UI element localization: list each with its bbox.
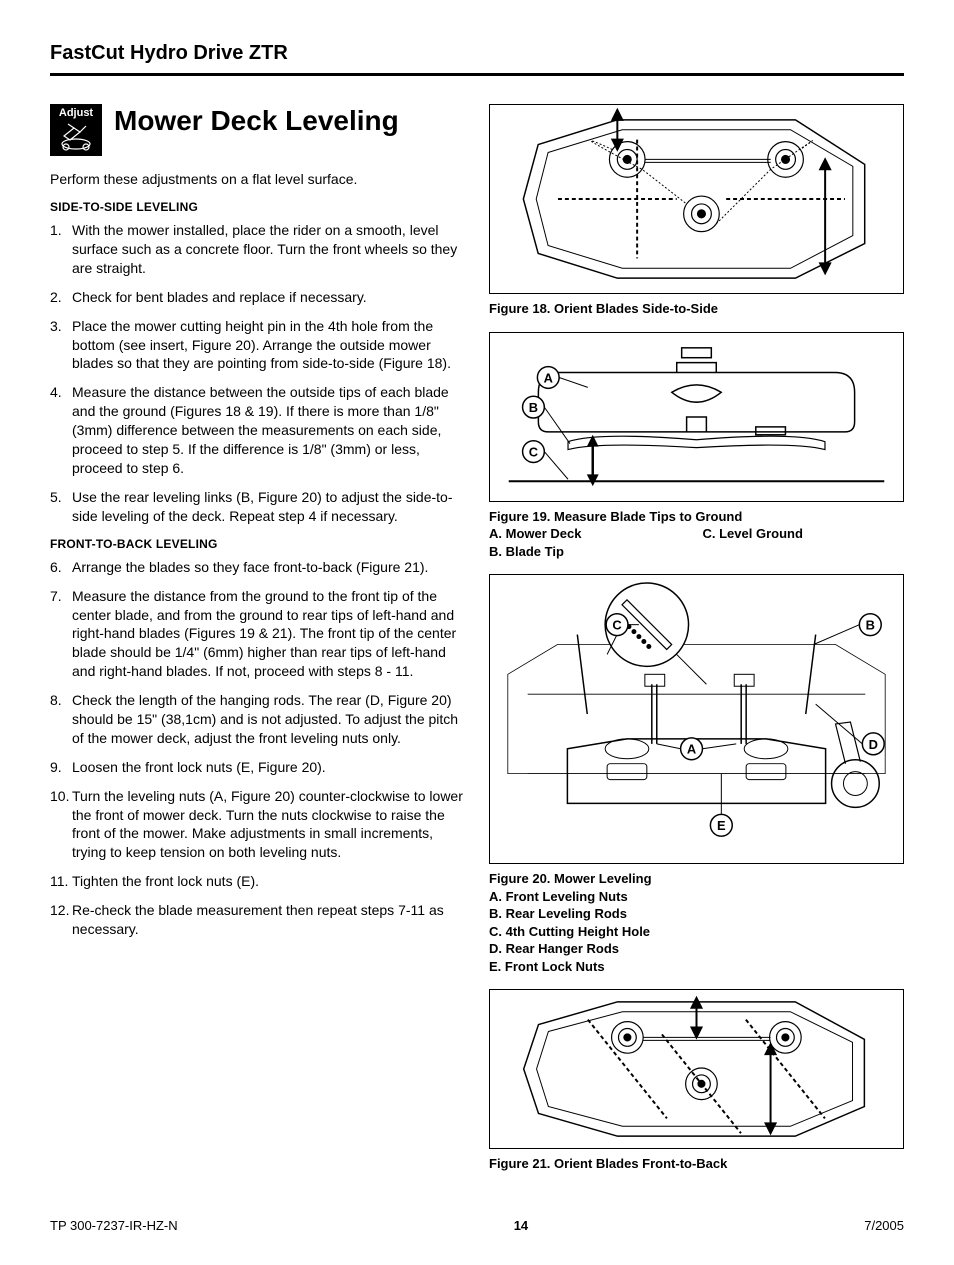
footer-page: 14	[514, 1217, 528, 1235]
callout-b: B	[866, 618, 875, 633]
left-column: Adjust Mower Deck Leveling Perform these…	[50, 104, 465, 1187]
figure-19-title: Figure 19. Measure Blade Tips to Ground	[489, 508, 904, 526]
callout-c: C	[612, 618, 621, 633]
figure-20-caption: Figure 20. Mower Leveling A. Front Level…	[489, 870, 904, 975]
legend-b: B. Blade Tip	[489, 543, 691, 561]
figure-19-diagram: A B C	[490, 333, 903, 501]
step-item: Tighten the front lock nuts (E).	[50, 872, 465, 891]
step-item: Arrange the blades so they face front-to…	[50, 558, 465, 577]
step-item: Measure the distance between the outside…	[50, 383, 465, 477]
step-item: Loosen the front lock nuts (E, Figure 20…	[50, 758, 465, 777]
step-item: Use the rear leveling links (B, Figure 2…	[50, 488, 465, 526]
step-item: Turn the leveling nuts (A, Figure 20) co…	[50, 787, 465, 863]
step-item: Check for bent blades and replace if nec…	[50, 288, 465, 307]
legend-a: A. Mower Deck	[489, 525, 691, 543]
figure-20-diagram: A B C D E	[490, 575, 903, 863]
adjust-badge-label: Adjust	[59, 107, 93, 119]
legend-c: C. Level Ground	[703, 525, 905, 543]
figure-18-diagram	[490, 105, 903, 293]
section-title: Mower Deck Leveling	[114, 104, 399, 137]
figure-20-box: A B C D E	[489, 574, 904, 864]
legend-e: E. Front Lock Nuts	[489, 958, 904, 976]
figure-21-box	[489, 989, 904, 1149]
legend-b: B. Rear Leveling Rods	[489, 905, 904, 923]
callout-e: E	[717, 818, 726, 833]
callout-d: D	[869, 737, 878, 752]
page-header: FastCut Hydro Drive ZTR	[50, 40, 904, 76]
callout-a: A	[687, 742, 696, 757]
step-item: Measure the distance from the ground to …	[50, 587, 465, 681]
right-column: Figure 18. Orient Blades Side-to-Side	[489, 104, 904, 1187]
figure-21-caption: Figure 21. Orient Blades Front-to-Back	[489, 1155, 904, 1173]
step-item: Re-check the blade measurement then repe…	[50, 901, 465, 939]
figure-21-diagram	[490, 990, 903, 1148]
step-item: With the mower installed, place the ride…	[50, 221, 465, 278]
figure-20-title: Figure 20. Mower Leveling	[489, 870, 904, 888]
callout-a: A	[544, 370, 553, 385]
page-footer: TP 300-7237-IR-HZ-N 14 7/2005	[50, 1217, 904, 1235]
figure-19-caption: Figure 19. Measure Blade Tips to Ground …	[489, 508, 904, 561]
callout-b: B	[529, 400, 538, 415]
steps-list-side: With the mower installed, place the ride…	[50, 221, 465, 525]
legend-a: A. Front Leveling Nuts	[489, 888, 904, 906]
intro-text: Perform these adjustments on a flat leve…	[50, 170, 465, 189]
footer-date: 7/2005	[864, 1217, 904, 1235]
footer-doc: TP 300-7237-IR-HZ-N	[50, 1217, 178, 1235]
title-row: Adjust Mower Deck Leveling	[50, 104, 465, 156]
legend-c: C. 4th Cutting Height Hole	[489, 923, 904, 941]
adjust-badge-icon: Adjust	[50, 104, 102, 156]
subhead-front: FRONT-TO-BACK LEVELING	[50, 536, 465, 552]
content-columns: Adjust Mower Deck Leveling Perform these…	[50, 104, 904, 1187]
subhead-side: SIDE-TO-SIDE LEVELING	[50, 199, 465, 215]
wrench-mower-icon	[56, 122, 96, 152]
figure-18-caption: Figure 18. Orient Blades Side-to-Side	[489, 300, 904, 318]
figure-19-box: A B C	[489, 332, 904, 502]
steps-list-front: Arrange the blades so they face front-to…	[50, 558, 465, 939]
step-item: Place the mower cutting height pin in th…	[50, 317, 465, 374]
legend-d: D. Rear Hanger Rods	[489, 940, 904, 958]
figure-18-box	[489, 104, 904, 294]
step-item: Check the length of the hanging rods. Th…	[50, 691, 465, 748]
header-rule	[50, 73, 904, 76]
callout-c: C	[529, 444, 538, 459]
product-title: FastCut Hydro Drive ZTR	[50, 40, 904, 73]
